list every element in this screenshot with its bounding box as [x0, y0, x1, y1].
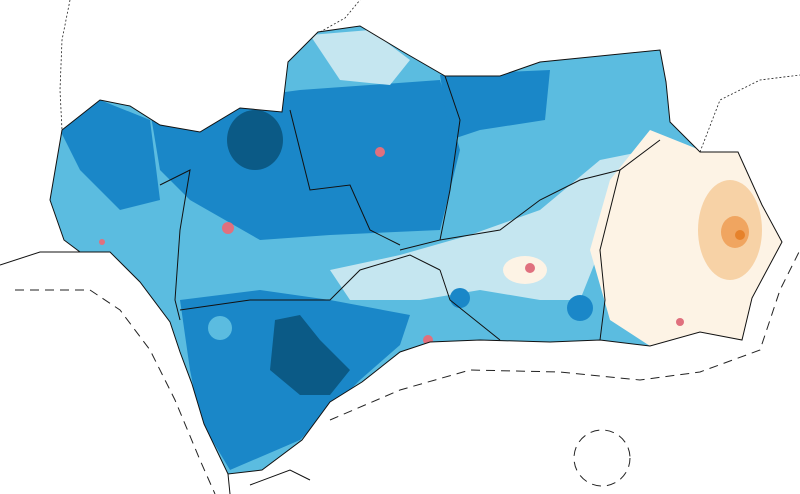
province-border [289, 109, 401, 246]
zone-low [330, 150, 650, 300]
province-border [599, 169, 621, 341]
province-border [399, 75, 461, 251]
urban-spot [99, 239, 105, 245]
sea-boundaries [15, 249, 800, 494]
outer-border [319, 0, 361, 33]
zone-dry [503, 256, 547, 284]
coast-line [249, 469, 311, 486]
urban-spot [525, 263, 535, 273]
region-border [49, 25, 783, 475]
province-border [159, 169, 191, 321]
province-border [179, 254, 441, 311]
maritime-line [329, 249, 800, 421]
zone-high [450, 288, 470, 308]
zone-high [150, 80, 460, 240]
maritime-line [15, 289, 216, 494]
zone-very-high [270, 315, 350, 395]
urban-spot [222, 222, 234, 234]
province-borders [49, 25, 783, 475]
zone-medium [208, 316, 232, 340]
zone-extreme-dry [721, 216, 749, 248]
zone-high [567, 295, 593, 321]
province-border [439, 269, 501, 341]
coast-line [227, 473, 231, 494]
coast-line [0, 251, 80, 266]
zone-high [440, 70, 550, 140]
province-border [439, 139, 661, 241]
zone-high [60, 100, 160, 210]
island-boundary [573, 429, 631, 487]
zone-extreme-dry [735, 230, 745, 240]
zone-low [310, 30, 410, 85]
outer-border [699, 74, 800, 153]
outer-border [59, 0, 71, 131]
zone-very-high [227, 110, 283, 170]
urban-spot [676, 318, 684, 326]
urban-spot [375, 147, 385, 157]
